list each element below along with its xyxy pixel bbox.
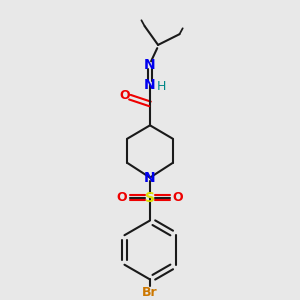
Text: O: O [120, 89, 130, 102]
Text: N: N [144, 78, 156, 92]
Text: O: O [117, 191, 128, 204]
Text: O: O [172, 191, 183, 204]
Text: H: H [157, 80, 166, 93]
Text: N: N [144, 58, 156, 72]
Text: S: S [145, 191, 155, 205]
Text: Br: Br [142, 286, 158, 298]
Text: N: N [144, 171, 156, 184]
